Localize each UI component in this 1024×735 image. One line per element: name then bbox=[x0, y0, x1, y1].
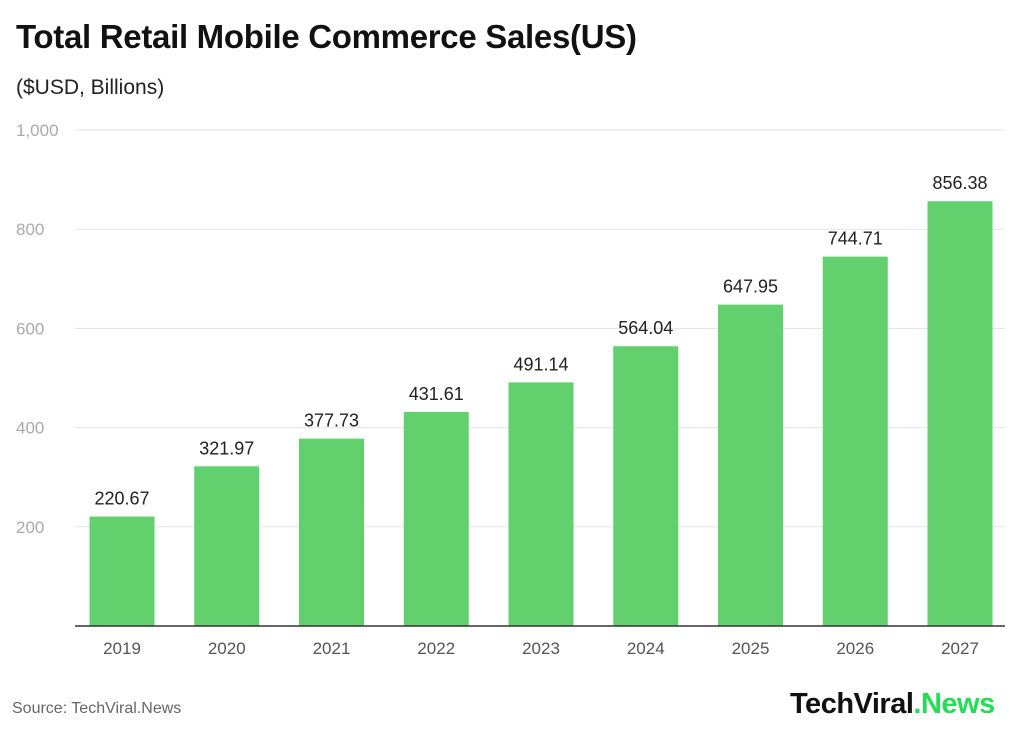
bar-2023 bbox=[508, 382, 574, 626]
bar-2020 bbox=[194, 466, 260, 626]
x-tick-label: 2024 bbox=[627, 639, 665, 658]
bar-2024 bbox=[613, 346, 679, 626]
bar-2027 bbox=[927, 201, 993, 626]
source-note: Source: TechViral.News bbox=[12, 700, 182, 717]
data-label: 377.73 bbox=[304, 411, 359, 431]
chart-subtitle: ($USD, Billions) bbox=[16, 76, 165, 99]
x-tick-label: 2025 bbox=[732, 639, 770, 658]
data-label: 744.71 bbox=[828, 229, 883, 249]
data-label: 220.67 bbox=[94, 489, 149, 509]
bar-2021 bbox=[299, 438, 364, 626]
x-tick-label: 2019 bbox=[103, 639, 141, 658]
x-tick-label: 2020 bbox=[208, 639, 246, 658]
y-tick-label: 800 bbox=[16, 220, 44, 239]
x-tick-label: 2026 bbox=[836, 639, 874, 658]
x-tick-label: 2023 bbox=[522, 639, 560, 658]
x-tick-label: 2027 bbox=[941, 639, 979, 658]
y-tick-label: 600 bbox=[16, 319, 44, 338]
data-label: 321.97 bbox=[199, 438, 254, 458]
data-label: 491.14 bbox=[513, 354, 568, 374]
x-tick-label: 2021 bbox=[313, 639, 351, 658]
logo-accent: .News bbox=[913, 688, 995, 720]
data-label: 564.04 bbox=[618, 318, 673, 338]
y-tick-label: 1,000 bbox=[16, 121, 59, 140]
data-label: 431.61 bbox=[409, 384, 464, 404]
data-label: 856.38 bbox=[932, 173, 987, 193]
data-label: 647.95 bbox=[723, 277, 778, 297]
logo-main: TechViral bbox=[790, 688, 914, 720]
techviral-logo: TechViral.News bbox=[790, 688, 995, 721]
chart-title: Total Retail Mobile Commerce Sales(US) bbox=[16, 18, 637, 55]
y-tick-label: 400 bbox=[16, 419, 44, 438]
bar-2026 bbox=[822, 256, 888, 626]
bar-2025 bbox=[718, 304, 783, 626]
bar-2022 bbox=[403, 411, 469, 626]
x-tick-label: 2022 bbox=[417, 639, 455, 658]
bar-2019 bbox=[89, 516, 155, 626]
y-tick-label: 200 bbox=[16, 518, 44, 537]
